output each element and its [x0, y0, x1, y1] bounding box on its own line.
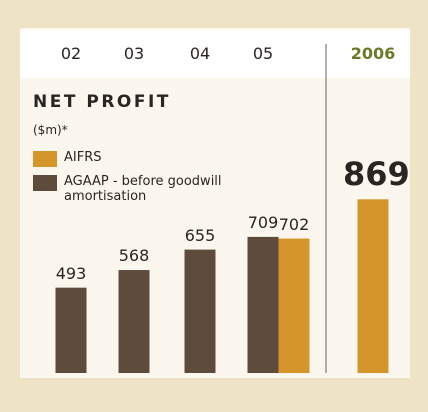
bar	[118, 270, 150, 373]
bar	[55, 287, 87, 373]
bar	[278, 238, 310, 373]
legend-swatch	[33, 175, 57, 191]
bar	[184, 249, 216, 373]
x-tick-label: 05	[252, 44, 274, 63]
legend-label: AGAAP - before goodwill amortisation	[64, 174, 222, 204]
value-label: 655	[184, 225, 216, 245]
x-tick-label: 2006	[350, 44, 396, 63]
bar	[247, 236, 279, 373]
x-tick-label: 04	[189, 44, 211, 63]
value-label: 568	[118, 246, 150, 266]
x-tick-label: 02	[60, 44, 82, 63]
value-label: 493	[55, 263, 87, 283]
year-strip	[20, 30, 410, 78]
x-tick-label: 03	[123, 44, 145, 63]
bar	[357, 199, 389, 373]
value-label: 869	[343, 155, 410, 194]
chart-title: NET PROFIT	[33, 92, 171, 112]
subtitle: ($m)*	[33, 123, 68, 137]
value-label: 702	[278, 214, 310, 234]
legend-label: AIFRS	[64, 150, 102, 165]
legend-swatch	[33, 151, 57, 167]
value-label: 709	[247, 212, 279, 232]
